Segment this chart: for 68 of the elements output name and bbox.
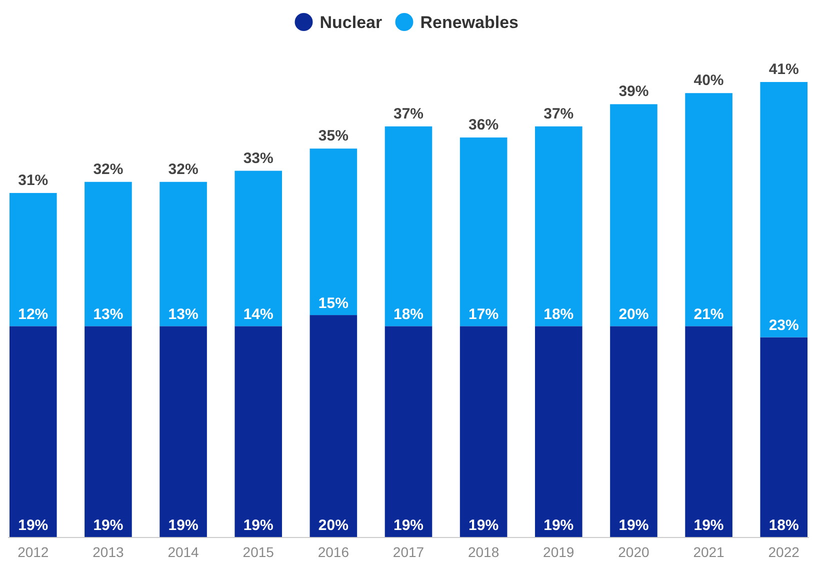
data-label: 20% bbox=[318, 517, 348, 534]
data-label: 21% bbox=[694, 306, 724, 324]
total-label: 37% bbox=[393, 105, 424, 122]
bar bbox=[160, 182, 207, 326]
bar bbox=[760, 82, 808, 338]
total-label: 33% bbox=[243, 150, 274, 167]
x-tick-label: 2020 bbox=[618, 544, 650, 560]
data-label: 18% bbox=[768, 517, 799, 534]
data-label: 23% bbox=[768, 317, 799, 334]
legend-label: Nuclear bbox=[320, 13, 382, 32]
data-label: 13% bbox=[93, 306, 124, 324]
x-tick-label: 2021 bbox=[693, 544, 725, 560]
total-label: 36% bbox=[468, 116, 499, 134]
total-label: 39% bbox=[618, 83, 649, 100]
total-label: 32% bbox=[93, 160, 124, 178]
total-label: 31% bbox=[18, 172, 48, 189]
bar bbox=[610, 104, 658, 326]
data-label: 20% bbox=[618, 306, 649, 324]
data-label: 12% bbox=[18, 306, 48, 324]
total-label: 37% bbox=[544, 105, 574, 122]
x-tick-label: 2018 bbox=[468, 544, 500, 560]
data-label: 15% bbox=[318, 295, 348, 312]
data-label: 19% bbox=[544, 517, 574, 534]
x-tick-label: 2014 bbox=[168, 544, 200, 560]
data-label: 19% bbox=[18, 517, 48, 534]
data-label: 19% bbox=[694, 517, 724, 534]
x-tick-label: 2015 bbox=[242, 544, 274, 560]
total-label: 32% bbox=[168, 160, 198, 178]
x-tick-label: 2016 bbox=[318, 544, 350, 560]
x-tick-label: 2012 bbox=[18, 544, 49, 560]
bar bbox=[685, 326, 732, 537]
bar bbox=[760, 337, 808, 537]
bar bbox=[10, 192, 57, 326]
bar bbox=[234, 326, 282, 537]
bar bbox=[84, 182, 132, 326]
data-label: 19% bbox=[93, 517, 124, 534]
bar bbox=[610, 326, 658, 537]
legend-label: Renewables bbox=[420, 13, 519, 32]
data-label: 19% bbox=[393, 517, 424, 534]
bar bbox=[685, 93, 732, 326]
bar bbox=[310, 315, 358, 537]
bar bbox=[234, 170, 282, 326]
bar bbox=[384, 326, 432, 537]
data-label: 17% bbox=[468, 306, 499, 324]
data-label: 19% bbox=[243, 517, 274, 534]
data-label: 18% bbox=[393, 306, 424, 324]
bar bbox=[534, 126, 582, 326]
bar bbox=[84, 326, 132, 537]
data-label: 18% bbox=[544, 306, 574, 324]
data-label: 19% bbox=[468, 517, 499, 534]
data-label: 13% bbox=[168, 306, 198, 324]
x-tick-label: 2019 bbox=[543, 544, 574, 560]
bar bbox=[460, 326, 508, 537]
x-tick-label: 2013 bbox=[92, 544, 124, 560]
bar bbox=[534, 326, 582, 537]
bar bbox=[460, 137, 508, 326]
data-label: 14% bbox=[243, 306, 274, 324]
x-tick-label: 2022 bbox=[768, 544, 800, 560]
data-label: 19% bbox=[618, 517, 649, 534]
total-label: 40% bbox=[694, 72, 724, 90]
total-label: 41% bbox=[768, 61, 799, 78]
x-tick-label: 2017 bbox=[392, 544, 424, 560]
bar bbox=[310, 148, 358, 316]
bar bbox=[160, 326, 207, 537]
data-label: 19% bbox=[168, 517, 198, 534]
bar bbox=[10, 326, 57, 537]
bar bbox=[384, 126, 432, 326]
total-label: 35% bbox=[318, 128, 348, 145]
